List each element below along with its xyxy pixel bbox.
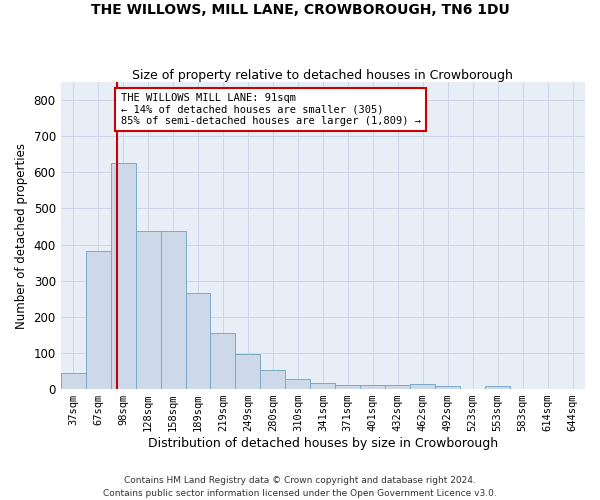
Bar — [86, 251, 110, 389]
Bar — [161, 231, 185, 389]
Bar — [385, 384, 410, 389]
Text: THE WILLOWS MILL LANE: 91sqm
← 14% of detached houses are smaller (305)
85% of s: THE WILLOWS MILL LANE: 91sqm ← 14% of de… — [121, 93, 421, 126]
Text: THE WILLOWS, MILL LANE, CROWBOROUGH, TN6 1DU: THE WILLOWS, MILL LANE, CROWBOROUGH, TN6… — [91, 2, 509, 16]
Bar — [360, 384, 385, 389]
X-axis label: Distribution of detached houses by size in Crowborough: Distribution of detached houses by size … — [148, 437, 498, 450]
Y-axis label: Number of detached properties: Number of detached properties — [15, 142, 28, 328]
Bar — [410, 384, 435, 389]
Bar — [211, 333, 235, 389]
Bar — [136, 231, 161, 389]
Bar — [485, 386, 510, 389]
Bar — [286, 379, 310, 389]
Bar — [185, 294, 211, 389]
Bar — [310, 382, 335, 389]
Bar — [110, 164, 136, 389]
Title: Size of property relative to detached houses in Crowborough: Size of property relative to detached ho… — [133, 69, 513, 82]
Bar — [260, 370, 286, 389]
Bar — [61, 373, 86, 389]
Bar — [235, 354, 260, 389]
Text: Contains HM Land Registry data © Crown copyright and database right 2024.
Contai: Contains HM Land Registry data © Crown c… — [103, 476, 497, 498]
Bar — [435, 386, 460, 389]
Bar — [335, 384, 360, 389]
